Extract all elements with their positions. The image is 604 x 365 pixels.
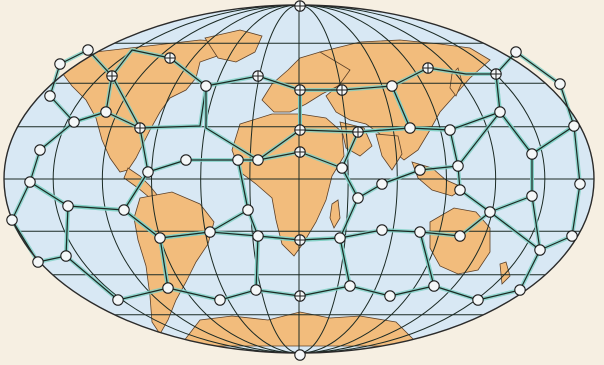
hex-cell-boundary	[11, 181, 69, 263]
grid-node-icon	[494, 106, 506, 118]
grid-node-icon	[68, 116, 80, 128]
grid-node-icon	[294, 0, 306, 12]
grid-node-icon	[554, 78, 566, 90]
grid-node-icon	[294, 124, 306, 136]
grid-node-icon	[134, 122, 146, 134]
grid-node-icon	[344, 280, 356, 292]
greenland	[204, 29, 263, 63]
grid-node-icon	[376, 178, 388, 190]
grid-node-icon	[106, 70, 118, 82]
grid-node-icon	[568, 120, 580, 132]
grid-node-markers	[6, 0, 586, 361]
grid-node-icon	[34, 144, 46, 156]
grid-node-icon	[336, 162, 348, 174]
grid-node-icon	[352, 192, 364, 204]
grid-node-icon	[414, 226, 426, 238]
grid-node-icon	[428, 280, 440, 292]
grid-node-icon	[444, 124, 456, 136]
grid-node-icon	[574, 178, 586, 190]
grid-node-icon	[386, 80, 398, 92]
grid-node-icon	[510, 46, 522, 58]
grid-node-icon	[384, 290, 396, 302]
japan	[449, 67, 463, 97]
grid-node-icon	[376, 224, 388, 236]
grid-node-icon	[162, 282, 174, 294]
grid-node-icon	[484, 206, 496, 218]
hex-cell-boundary	[419, 211, 541, 301]
grid-node-icon	[490, 68, 502, 80]
grid-node-icon	[62, 200, 74, 212]
grid-node-icon	[534, 244, 546, 256]
grid-node-icon	[100, 106, 112, 118]
grid-node-icon	[112, 294, 124, 306]
grid-node-icon	[454, 184, 466, 196]
south-america	[133, 191, 215, 335]
grid-node-icon	[250, 284, 262, 296]
grid-node-icon	[294, 84, 306, 96]
grid-node-icon	[204, 226, 216, 238]
grid-node-icon	[294, 146, 306, 158]
grid-node-icon	[118, 204, 130, 216]
africa	[231, 113, 345, 257]
grid-node-icon	[352, 126, 364, 138]
grid-node-icon	[252, 70, 264, 82]
grid-node-icon	[336, 84, 348, 96]
grid-node-icon	[526, 190, 538, 202]
grid-node-icon	[294, 349, 306, 361]
grid-node-icon	[422, 62, 434, 74]
grid-node-icon	[566, 230, 578, 242]
grid-node-icon	[454, 230, 466, 242]
grid-node-icon	[60, 250, 72, 262]
grid-node-icon	[54, 58, 66, 70]
grid-node-icon	[164, 52, 176, 64]
madagascar	[329, 199, 341, 229]
grid-node-icon	[214, 294, 226, 306]
grid-node-icon	[334, 232, 346, 244]
grid-node-icon	[526, 148, 538, 160]
grid-node-icon	[414, 164, 426, 176]
grid-node-icon	[24, 176, 36, 188]
grid-node-icon	[294, 290, 306, 302]
grid-node-icon	[404, 122, 416, 134]
grid-node-icon	[252, 230, 264, 242]
grid-node-icon	[44, 90, 56, 102]
grid-node-icon	[6, 214, 18, 226]
grid-node-icon	[82, 44, 94, 56]
grid-node-icon	[242, 204, 254, 216]
grid-node-icon	[200, 80, 212, 92]
grid-node-icon	[142, 166, 154, 178]
grid-node-icon	[32, 256, 44, 268]
grid-node-icon	[252, 154, 264, 166]
grid-node-icon	[452, 160, 464, 172]
graticule	[4, 5, 594, 353]
grid-node-icon	[180, 154, 192, 166]
grid-node-icon	[514, 284, 526, 296]
grid-node-icon	[154, 232, 166, 244]
grid-node-icon	[232, 154, 244, 166]
grid-node-icon	[294, 234, 306, 246]
grid-node-icon	[472, 294, 484, 306]
